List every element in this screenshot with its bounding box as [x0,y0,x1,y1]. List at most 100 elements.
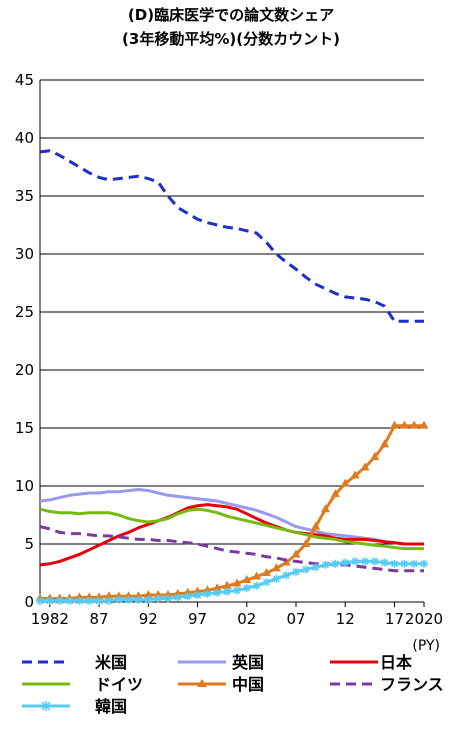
data-point [242,574,252,583]
legend-label: 英国 [231,653,264,672]
data-point [213,588,222,597]
data-point [232,586,241,595]
data-point [144,595,153,604]
data-point [193,591,202,600]
data-point [301,539,311,547]
legend-label: フランス [380,675,444,694]
data-point [154,594,163,603]
data-point [399,420,409,429]
legend-label: 日本 [380,653,412,672]
x-tick-label: 1982 [31,610,69,628]
data-point [351,557,360,566]
data-point [301,565,310,574]
data-point [134,595,143,604]
y-tick-label: 15 [15,419,34,437]
data-point [203,589,212,598]
data-point [164,594,172,603]
series-line-英国 [39,488,424,546]
data-point [65,596,74,605]
data-point [311,563,320,572]
y-tick-label: 40 [15,129,34,147]
x-tick-label: 02 [237,610,256,628]
data-point [252,571,262,580]
data-point [311,521,321,530]
data-point [104,596,113,605]
series-line-韓国 [40,559,424,603]
x-tick-label: 12 [336,610,355,628]
y-tick-label: 30 [15,245,34,263]
data-point [223,587,232,596]
y-tick-label: 35 [15,187,34,205]
x-tick-label: 17 [385,610,404,628]
series-line-日本 [39,503,424,567]
data-point [212,583,222,592]
data-point [173,593,182,602]
data-point [291,549,301,558]
chart-title: (D)臨床医学での論文数シェア [128,6,334,24]
legend-marker [41,701,51,711]
data-point [232,578,242,587]
data-point [262,578,271,587]
data-point [321,504,331,513]
legend-marker [197,679,207,687]
data-point [292,567,300,576]
data-point [360,557,369,566]
data-point [330,489,340,498]
data-point [85,596,94,605]
legend-label: 米国 [95,653,127,672]
x-tick-label: 2020 [405,610,443,628]
y-tick-label: 10 [15,477,34,495]
legend-label: ドイツ [95,675,143,694]
data-point [409,420,419,429]
legend-label: 中国 [232,675,264,694]
y-tick-label: 5 [24,535,34,553]
y-tick-label: 45 [15,71,34,89]
data-point [124,595,133,604]
data-point [143,590,153,599]
data-point [261,568,271,576]
series-line-ドイツ [39,507,424,551]
data-point [95,596,104,605]
x-tick-label: 97 [188,610,207,628]
data-point [252,581,261,590]
y-tick-label: 20 [15,361,34,379]
data-point [45,596,54,605]
data-point [222,580,232,589]
series-line-中国 [40,424,424,600]
data-point [114,595,123,604]
data-point [400,559,409,568]
data-point [370,557,379,566]
x-tick-label: 92 [139,610,158,628]
chart-subtitle: (3年移動平均%)(分数カウント) [122,30,340,48]
x-tick-label: 87 [90,610,109,628]
x-axis-unit: (PY) [412,638,440,654]
data-point [350,470,360,479]
data-point [420,559,428,568]
data-point [321,560,330,569]
data-point [360,462,370,471]
data-point [370,452,380,460]
data-point [331,559,340,568]
data-point [390,559,399,568]
data-point [410,559,419,568]
data-point [380,558,389,567]
data-point [242,584,251,593]
data-point [380,439,390,448]
series-layer [35,149,429,605]
x-tick-label: 07 [286,610,305,628]
axis-layer: 0 5 10 15 20 25 30 35 40 45 1982 87 92 97 02 07 12 17 2020 [15,71,443,628]
data-point [55,596,64,605]
data-point [271,563,281,572]
data-point [36,596,44,605]
legend-label: 韓国 [95,697,127,716]
data-point [340,478,350,487]
data-point [104,591,114,600]
data-point [419,420,429,429]
data-point [389,420,399,429]
y-tick-label: 25 [15,303,34,321]
data-point [272,574,281,583]
data-point [341,558,350,567]
data-point [282,571,291,580]
